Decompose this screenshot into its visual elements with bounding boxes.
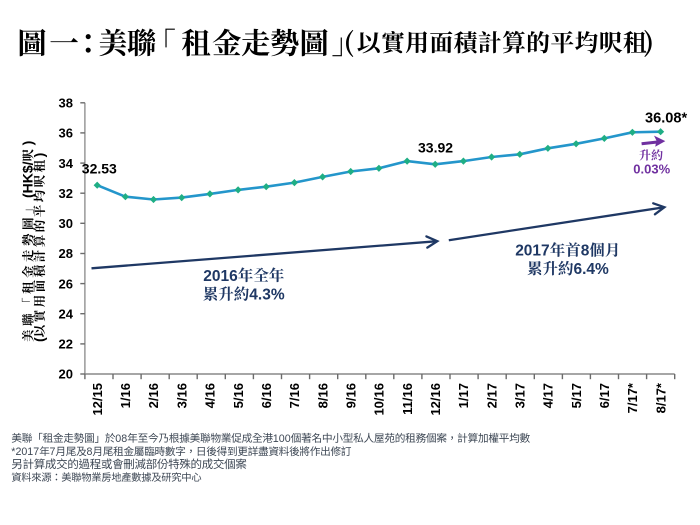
svg-text:(HK$/: (HK$/ [20, 161, 36, 198]
svg-text:36.08*: 36.08* [645, 111, 688, 127]
svg-text:2017: 2017 [515, 243, 549, 260]
svg-text:24: 24 [59, 306, 74, 321]
svg-text:26: 26 [59, 276, 73, 291]
svg-text:3/16: 3/16 [174, 383, 189, 408]
svg-text:100: 100 [273, 433, 291, 445]
svg-text:36: 36 [59, 126, 73, 141]
svg-text:1/16: 1/16 [118, 383, 133, 408]
svg-text:9/16: 9/16 [343, 383, 358, 408]
svg-text:38: 38 [59, 96, 73, 111]
svg-text:8/16: 8/16 [315, 383, 330, 408]
svg-text:7/17*: 7/17* [625, 382, 640, 413]
svg-text:10/16: 10/16 [372, 383, 387, 416]
svg-text:2016: 2016 [203, 268, 238, 285]
svg-text:4/17: 4/17 [541, 383, 556, 408]
svg-text:4/16: 4/16 [203, 383, 218, 408]
svg-text:33.92: 33.92 [418, 140, 453, 156]
svg-text:0.03%: 0.03% [633, 162, 670, 177]
svg-text:28: 28 [59, 246, 73, 261]
svg-text:34: 34 [59, 156, 74, 171]
svg-text:7/16: 7/16 [287, 383, 302, 408]
svg-text:08: 08 [115, 433, 127, 445]
svg-text:3/17: 3/17 [513, 383, 528, 408]
svg-text:5/17: 5/17 [569, 383, 584, 408]
svg-text:1/17: 1/17 [456, 383, 471, 408]
svg-text:12/16: 12/16 [428, 383, 443, 416]
svg-text:): ) [20, 141, 36, 146]
svg-text:6/16: 6/16 [259, 383, 274, 408]
svg-text:5/16: 5/16 [231, 383, 246, 408]
svg-text:6/17: 6/17 [597, 383, 612, 408]
svg-text:2/16: 2/16 [146, 383, 161, 408]
svg-text:32: 32 [59, 186, 73, 201]
svg-text:6.4%: 6.4% [574, 261, 610, 278]
svg-text:7: 7 [50, 446, 56, 458]
svg-text:22: 22 [59, 337, 73, 352]
svg-text:): ) [31, 153, 47, 158]
svg-text:(: ( [31, 337, 47, 342]
svg-text:11/16: 11/16 [400, 383, 415, 415]
svg-text:*2017: *2017 [11, 446, 39, 458]
svg-text:8: 8 [87, 446, 93, 458]
svg-text:8/17*: 8/17* [653, 382, 668, 413]
svg-text:32.53: 32.53 [82, 160, 117, 176]
svg-text:20: 20 [59, 367, 73, 382]
svg-text:30: 30 [59, 216, 73, 231]
svg-text:12/15: 12/15 [90, 383, 105, 416]
svg-text:2/17: 2/17 [484, 383, 499, 408]
svg-text:8: 8 [581, 243, 590, 260]
svg-text:4.3%: 4.3% [249, 287, 285, 304]
